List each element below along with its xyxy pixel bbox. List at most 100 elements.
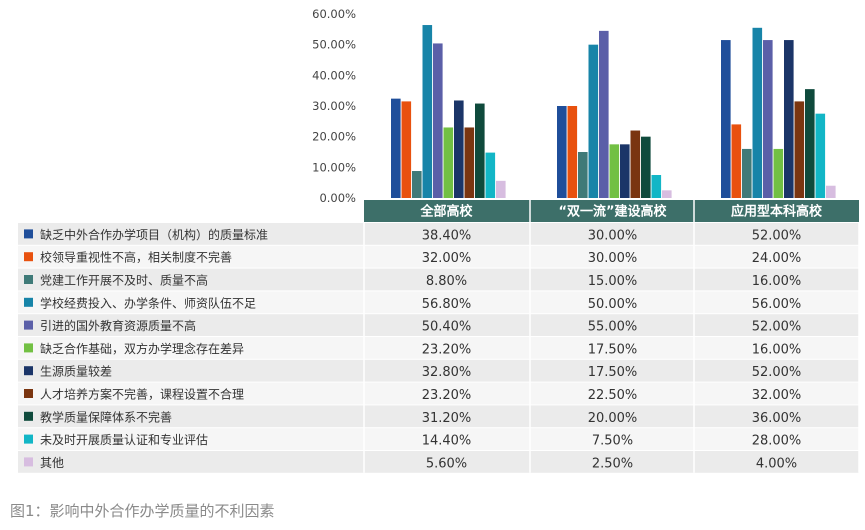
bar	[599, 30, 609, 198]
y-tick-label: 40.00%	[312, 68, 356, 82]
bar	[443, 127, 454, 198]
y-tick-label: 50.00%	[312, 38, 356, 52]
category-header: 全部高校	[419, 204, 473, 220]
value-cell: 52.00%	[752, 320, 802, 335]
legend-swatch	[24, 389, 33, 398]
value-cell: 28.00%	[752, 434, 802, 449]
chart: 0.00% 10.00% 20.00% 30.00% 40.00% 50.00% 60.00…	[18, 7, 860, 473]
bar	[826, 185, 836, 198]
data-table: 缺乏中外合作办学项目（机构）的质量标准 38.40% 30.00% 52.00% 校领导…	[18, 223, 860, 473]
value-cell: 56.80%	[422, 297, 472, 312]
bar	[794, 101, 805, 198]
bar	[641, 136, 651, 198]
value-cell: 30.00%	[588, 228, 638, 243]
bar	[815, 113, 826, 198]
bar	[412, 171, 422, 198]
bar	[422, 25, 433, 198]
value-cell: 22.50%	[588, 388, 638, 403]
legend-swatch	[24, 297, 33, 307]
bar	[401, 101, 412, 198]
legend-swatch	[24, 229, 33, 239]
value-cell: 38.40%	[422, 228, 472, 243]
table-row	[18, 405, 859, 428]
bar	[433, 43, 443, 198]
table-row	[18, 268, 859, 291]
value-cell: 23.20%	[422, 342, 472, 357]
legend-swatch	[24, 434, 33, 444]
bar	[773, 148, 784, 198]
y-tick-label: 30.00%	[312, 99, 356, 113]
legend-swatch	[24, 275, 33, 284]
value-cell: 32.00%	[422, 251, 472, 266]
legend-swatch	[24, 343, 33, 353]
value-cell: 16.00%	[752, 342, 802, 357]
value-cell: 16.00%	[752, 274, 802, 289]
value-cell: 20.00%	[588, 411, 638, 426]
series-label: 缺乏中外合作办学项目（机构）的质量标准	[40, 227, 268, 242]
bar	[609, 144, 620, 198]
series-label: 其他	[40, 456, 64, 470]
bar	[475, 103, 485, 198]
table-row	[18, 428, 859, 450]
value-cell: 24.00%	[752, 251, 802, 266]
value-cell: 56.00%	[752, 297, 802, 312]
table-header: 全部高校 “双一流”建设高校 应用型本科高校	[364, 200, 859, 222]
bar	[651, 175, 662, 198]
bar	[620, 144, 630, 198]
series-label: 缺乏合作基础，双方办学理念存在差异	[40, 341, 244, 356]
legend-swatch	[24, 411, 33, 421]
y-tick-label: 0.00%	[319, 191, 356, 205]
value-cell: 17.50%	[588, 342, 638, 357]
bar	[662, 190, 672, 198]
bar	[578, 152, 588, 198]
table-row	[18, 451, 859, 473]
value-cell: 4.00%	[756, 456, 797, 471]
bar	[630, 130, 641, 198]
value-cell: 32.80%	[422, 365, 472, 380]
bar	[454, 100, 464, 198]
bar	[485, 152, 496, 198]
legend-swatch	[24, 366, 33, 376]
value-cell: 52.00%	[752, 228, 802, 243]
bar	[557, 106, 567, 198]
value-cell: 15.00%	[588, 274, 638, 289]
bar	[496, 180, 506, 198]
value-cell: 23.20%	[422, 388, 472, 403]
category-header: 应用型本科高校	[731, 204, 823, 220]
series-label: 校领导重视性不高，相关制度不完善	[40, 250, 232, 265]
value-cell: 30.00%	[588, 251, 638, 266]
series-label: 生源质量较差	[40, 364, 112, 379]
value-cell: 17.50%	[588, 365, 638, 380]
value-cell: 14.40%	[422, 434, 472, 449]
value-cell: 31.20%	[422, 411, 472, 426]
series-label: 未及时开展质量认证和专业评估	[40, 432, 208, 447]
series-label: 党建工作开展不及时、质量不高	[40, 273, 208, 288]
bar	[567, 106, 578, 198]
value-cell: 52.00%	[752, 365, 802, 380]
series-label: 引进的国外教育资源质量不高	[40, 318, 196, 333]
value-cell: 36.00%	[752, 411, 802, 426]
table-row	[18, 245, 859, 268]
table-row	[18, 382, 859, 405]
legend-swatch	[24, 320, 33, 330]
table-row	[18, 291, 859, 314]
y-tick-label: 60.00%	[312, 7, 356, 21]
bar	[742, 148, 752, 198]
bar	[721, 40, 731, 198]
bar	[588, 44, 599, 198]
value-cell: 7.50%	[592, 434, 633, 449]
y-axis: 0.00% 10.00% 20.00% 30.00% 40.00% 50.00% 60.00…	[312, 7, 356, 205]
value-cell: 2.50%	[592, 456, 633, 471]
value-cell: 50.00%	[588, 297, 638, 312]
value-cell: 50.40%	[422, 320, 472, 335]
table-row	[18, 337, 859, 359]
table-row	[18, 359, 859, 382]
bar	[752, 27, 763, 198]
bar	[391, 98, 401, 198]
bars	[391, 25, 836, 198]
bar	[763, 40, 773, 198]
bar	[464, 127, 475, 198]
table-row	[18, 223, 859, 245]
bar	[784, 40, 794, 198]
value-cell: 32.00%	[752, 388, 802, 403]
